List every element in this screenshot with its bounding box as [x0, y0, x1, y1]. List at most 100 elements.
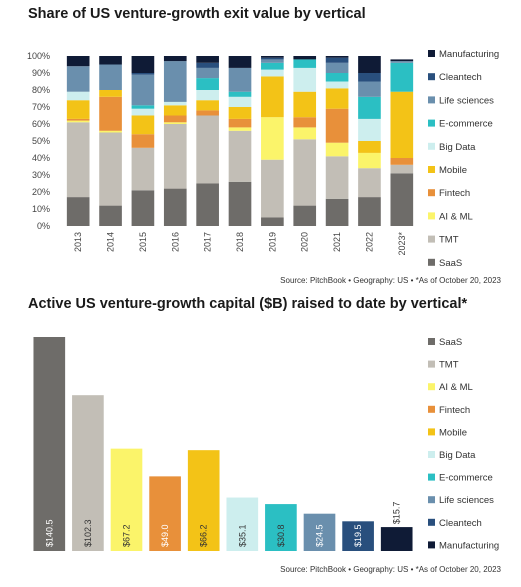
bar-fintech	[149, 476, 181, 551]
bar-segment-saas-2020	[293, 205, 317, 226]
bar-segment-cleantech-2022	[358, 73, 381, 82]
legend-swatch-life-sciences	[428, 96, 435, 104]
data-label-mobile: $66.2	[199, 524, 209, 547]
legend-swatch-manufacturing	[428, 50, 435, 57]
bar-segment-cleantech-2019	[261, 57, 284, 60]
bar-segment-big-data-2013	[66, 91, 90, 101]
bar-segment-ai-ml-2020	[293, 127, 317, 140]
bar-segment-tmt-2018	[228, 130, 252, 182]
data-label-e-commerce: $30.8	[276, 524, 286, 547]
bar-segment-mobile-2023	[390, 91, 414, 158]
legend-label-fintech: Fintech	[439, 405, 470, 416]
legend-swatch-e-commerce	[428, 119, 435, 127]
x-tick-label: 2016	[170, 232, 180, 252]
bar-segment-manufacturing-2013	[66, 56, 90, 67]
y-tick-label: 20%	[32, 187, 50, 197]
y-tick-label: 0%	[37, 221, 50, 231]
legend-label-mobile: Mobile	[439, 165, 467, 176]
bar-segment-big-data-2021	[325, 81, 349, 89]
legend-swatch-ai-ml	[428, 212, 435, 220]
legend-label-tmt: TMT	[439, 235, 459, 246]
bar-segment-mobile-2013	[66, 100, 90, 119]
legend-label-saas: SaaS	[439, 258, 462, 269]
bar-segment-mobile-2018	[228, 107, 252, 119]
bar-segment-e-commerce-2018	[228, 91, 252, 97]
y-tick-label: 60%	[32, 119, 50, 129]
bar-segment-fintech-2020	[293, 117, 317, 128]
bar-segment-e-commerce-2017	[196, 78, 219, 90]
bar-segment-ai-ml-2022	[358, 152, 381, 169]
legend-swatch-mobile	[428, 166, 435, 173]
legend-label-mobile: Mobile	[439, 427, 467, 438]
bar-segment-big-data-2017	[196, 90, 219, 101]
bar-segment-tmt-2021	[325, 156, 349, 199]
legend-label-big-data: Big Data	[439, 142, 476, 153]
y-tick-label: 70%	[32, 102, 50, 112]
bar-e-commerce	[265, 504, 297, 551]
y-tick-label: 50%	[32, 136, 50, 146]
bar-segment-saas-2018	[228, 181, 252, 226]
legend-label-cleantech: Cleantech	[439, 518, 482, 529]
bar-segment-manufacturing-2016	[163, 56, 187, 62]
bar-manufacturing	[380, 527, 413, 551]
bar-segment-big-data-2015	[131, 108, 155, 116]
legend-swatch-life-sciences	[428, 496, 435, 504]
bar-segment-mobile-2022	[358, 141, 381, 153]
bar-segment-tmt-2014	[99, 132, 122, 206]
x-tick-label: 2013	[73, 232, 83, 252]
bar-segment-fintech-2015	[131, 134, 155, 148]
bar-segment-mobile-2017	[196, 100, 219, 111]
bar-segment-life-sciences-2018	[228, 67, 252, 92]
legend-swatch-ai-ml	[428, 383, 435, 391]
data-label-fintech: $49.0	[160, 524, 170, 547]
x-tick-label: 2020	[300, 232, 310, 252]
data-label-manufacturing: $15.7	[392, 502, 402, 525]
legend-swatch-big-data	[428, 451, 435, 458]
x-tick-label: 2018	[235, 232, 245, 252]
bar-segment-saas-2023	[390, 173, 414, 226]
chart1-source: Source: PitchBook • Geography: US • *As …	[280, 276, 501, 285]
legend-swatch-cleantech	[428, 518, 435, 526]
bar-segment-big-data-2016	[163, 101, 187, 106]
bar-segment-fintech-2016	[163, 115, 187, 123]
legend-label-e-commerce: E-commerce	[439, 473, 493, 484]
bar-ai-ml	[110, 448, 143, 551]
bar-segment-saas-2017	[196, 183, 219, 226]
bar-segment-ai-ml-2013	[66, 120, 90, 123]
bar-segment-fintech-2018	[228, 118, 252, 128]
chart2-source: Source: PitchBook • Geography: US • *As …	[280, 565, 501, 574]
bar-segment-fintech-2023	[390, 158, 414, 165]
bar-segment-tmt-2016	[163, 124, 187, 189]
legend-swatch-manufacturing	[428, 541, 435, 549]
x-tick-label: 2023*	[397, 232, 407, 256]
data-label-cleantech: $19.5	[353, 524, 363, 547]
bar-big-data	[226, 497, 259, 551]
x-tick-label: 2015	[138, 232, 148, 252]
legend-swatch-saas	[428, 338, 435, 345]
bar-segment-manufacturing-2014	[99, 56, 122, 65]
bar-life-sciences	[303, 513, 336, 551]
x-tick-label: 2022	[364, 232, 374, 252]
legend-label-ai-ml: AI & ML	[439, 211, 473, 222]
bar-tmt	[72, 395, 104, 551]
legend-label-fintech: Fintech	[439, 188, 470, 199]
bar-segment-ai-ml-2016	[163, 122, 187, 124]
bar-segment-tmt-2020	[293, 139, 317, 206]
legend-swatch-big-data	[428, 142, 435, 150]
bar-segment-manufacturing-2017	[196, 56, 219, 63]
bar-segment-big-data-2018	[228, 96, 252, 107]
bar-segment-fintech-2017	[196, 110, 219, 116]
bar-segment-big-data-2022	[358, 118, 381, 141]
bar-segment-fintech-2014	[99, 96, 122, 131]
bar-segment-mobile-2021	[325, 88, 349, 109]
y-tick-label: 10%	[32, 204, 50, 214]
bar-segment-saas-2013	[66, 197, 90, 226]
bar-segment-e-commerce-2019	[261, 62, 284, 70]
legend-label-big-data: Big Data	[439, 450, 476, 461]
bar-segment-ai-ml-2018	[228, 127, 252, 131]
bar-segment-life-sciences-2022	[358, 81, 381, 97]
legend-swatch-tmt	[428, 360, 435, 368]
bar-segment-ai-ml-2021	[325, 142, 349, 157]
legend-label-saas: SaaS	[439, 337, 462, 348]
bar-segment-cleantech-2015	[131, 73, 155, 75]
